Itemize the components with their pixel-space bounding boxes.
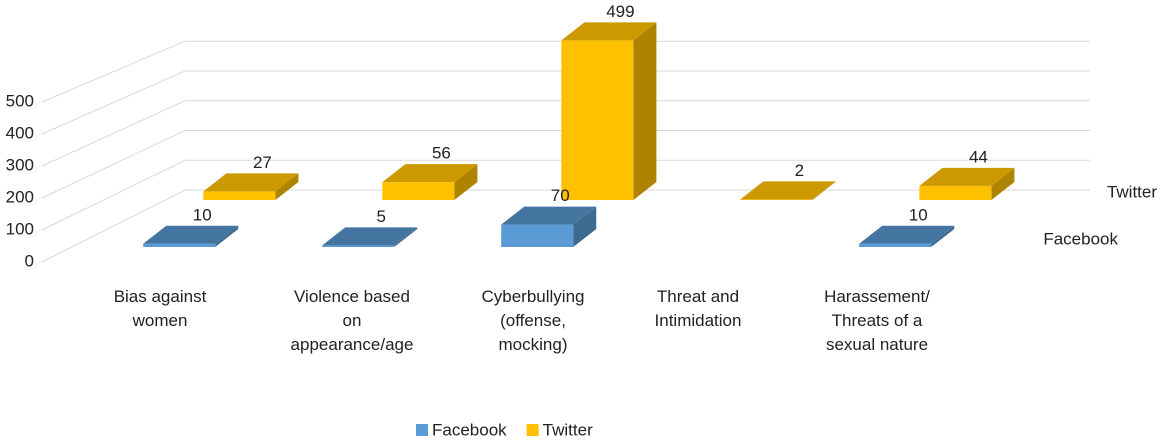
bar-front	[561, 40, 634, 200]
bar-side	[633, 22, 657, 200]
bar-top	[143, 225, 239, 244]
bar-front	[322, 245, 395, 247]
bar-top	[859, 225, 955, 244]
legend-swatch	[416, 424, 428, 436]
x-tick-label: Cyberbullying (offense, mocking)	[482, 287, 585, 354]
value-label: 2	[795, 161, 804, 180]
bar-front	[919, 185, 992, 200]
bar-top	[561, 22, 657, 41]
y-tick-label: 400	[6, 123, 34, 142]
y-tick-label: 100	[6, 219, 34, 238]
bar-side	[394, 227, 418, 247]
x-tick-label: Violence based on appearance/age	[291, 287, 414, 354]
bar-front	[740, 199, 813, 200]
bar-top	[919, 167, 1015, 186]
bar-front	[859, 243, 932, 247]
y-tick-label: 200	[6, 187, 34, 206]
value-label: 56	[432, 144, 451, 163]
bar-side	[812, 181, 836, 200]
bar-top	[382, 164, 478, 183]
bar-side	[215, 225, 239, 247]
value-label: 499	[606, 2, 634, 21]
value-label: 70	[551, 186, 570, 205]
y-tick-label: 300	[6, 155, 34, 174]
legend-label: Twitter	[543, 420, 593, 439]
value-label: 10	[909, 205, 928, 224]
bar-side	[991, 167, 1015, 200]
bar-side	[573, 206, 597, 247]
bar-front	[143, 243, 216, 247]
legend-label: Facebook	[432, 420, 507, 439]
y-tick-label: 500	[6, 91, 34, 110]
value-label: 44	[969, 147, 988, 166]
bar-top	[203, 173, 299, 192]
bar-top	[740, 181, 836, 200]
x-tick-label: Bias against women	[114, 287, 207, 330]
depth-label: Twitter	[1107, 182, 1157, 201]
bar-front	[203, 191, 276, 200]
value-label: 27	[253, 153, 272, 172]
bar-side	[275, 173, 299, 200]
grid-line	[41, 40, 1090, 103]
x-tick-label: Harassement/Threats of a sexual nature	[824, 287, 930, 354]
bar-front	[382, 182, 455, 200]
y-tick-label: 0	[25, 251, 34, 270]
x-tick-label: Threat and Intimidation	[655, 287, 742, 330]
grid-line	[41, 159, 1090, 231]
legend-swatch	[526, 424, 539, 436]
bar-front	[501, 224, 574, 247]
bar-top	[501, 206, 597, 225]
grid-line	[41, 129, 1090, 199]
grid-line	[41, 70, 1090, 135]
grid-line	[41, 100, 1090, 167]
value-label: 5	[377, 207, 386, 226]
bar-side	[454, 164, 478, 200]
value-label: 10	[193, 205, 212, 224]
depth-label: Facebook	[1043, 229, 1118, 248]
bar-side	[931, 225, 955, 247]
bar-top	[322, 227, 418, 246]
